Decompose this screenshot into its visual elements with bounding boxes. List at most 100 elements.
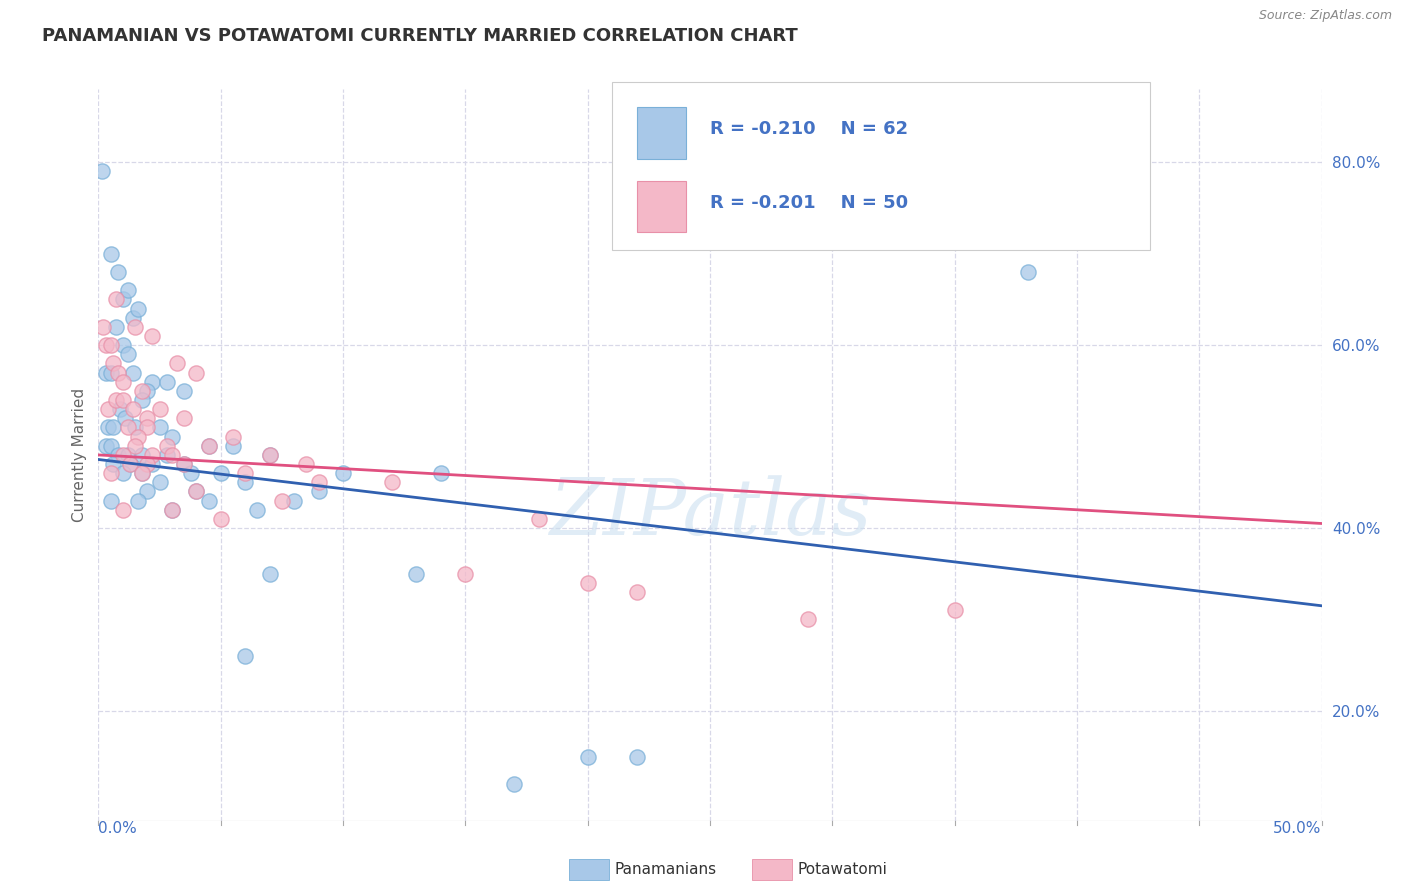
Text: 50.0%: 50.0% [1274,821,1322,836]
Point [117,284,139,298]
Point [173,411,195,425]
Point [104,293,127,307]
Point [136,411,159,425]
Point [111,503,134,517]
Point [111,338,134,352]
Point [160,503,183,517]
Point [156,375,179,389]
Point [111,393,134,408]
Point [295,457,318,471]
Point [100,247,122,261]
Point [136,457,159,471]
Point [97,420,120,434]
Point [197,439,219,453]
Point [136,420,159,434]
Point [91,320,114,334]
Point [160,448,183,462]
Point [121,310,143,325]
Point [454,566,477,581]
Point [166,356,188,371]
Point [156,439,179,453]
Point [270,493,294,508]
Point [430,466,453,480]
Point [173,457,195,471]
Point [117,420,139,434]
Point [104,320,127,334]
Point [626,749,648,764]
Point [94,338,117,352]
Text: ZIPatlas: ZIPatlas [548,475,872,551]
Point [141,375,163,389]
Point [283,493,305,508]
Point [124,320,146,334]
Point [101,356,124,371]
Point [160,503,183,517]
Y-axis label: Currently Married: Currently Married [72,388,87,522]
Point [233,466,256,480]
Point [110,402,132,417]
Point [160,430,183,444]
Point [233,649,256,664]
Point [186,484,208,499]
Text: 0.0%: 0.0% [98,821,138,836]
Point [308,475,330,490]
Point [136,384,159,398]
Point [197,493,219,508]
Point [332,466,354,480]
Point [141,448,163,462]
Text: PANAMANIAN VS POTAWATOMI CURRENTLY MARRIED CORRELATION CHART: PANAMANIAN VS POTAWATOMI CURRENTLY MARRI… [42,27,799,45]
Text: Potawatomi: Potawatomi [797,863,887,877]
Point [797,613,820,627]
Point [94,439,117,453]
Point [180,466,202,480]
Point [97,402,120,417]
Point [141,457,163,471]
Point [197,439,219,453]
Point [259,448,281,462]
Point [121,366,143,380]
Point [131,448,153,462]
Text: R = -0.210    N = 62: R = -0.210 N = 62 [710,120,908,138]
Point [136,484,159,499]
Point [91,164,114,178]
Point [149,420,172,434]
Bar [637,108,686,159]
Point [111,293,134,307]
Point [124,439,146,453]
Point [626,585,648,599]
Point [308,484,330,499]
Point [100,366,122,380]
Point [222,430,245,444]
Text: Panamanians: Panamanians [614,863,717,877]
Point [120,457,142,471]
Point [259,448,281,462]
Point [100,466,122,480]
Point [209,512,232,526]
Point [156,448,179,462]
Point [131,393,153,408]
Point [111,448,134,462]
Point [94,366,117,380]
Point [173,457,195,471]
Point [503,777,526,791]
FancyBboxPatch shape [612,82,1150,250]
Point [246,503,269,517]
Point [173,384,195,398]
Point [127,493,149,508]
Point [127,301,149,316]
Point [576,749,599,764]
Point [101,457,124,471]
Point [127,430,149,444]
Point [124,420,146,434]
Point [120,457,142,471]
Point [117,448,139,462]
Point [117,347,139,361]
Point [107,448,129,462]
Point [149,402,172,417]
Point [1017,265,1039,279]
Point [149,475,172,490]
Point [141,329,163,343]
Point [104,393,127,408]
Point [259,566,281,581]
Point [100,338,122,352]
